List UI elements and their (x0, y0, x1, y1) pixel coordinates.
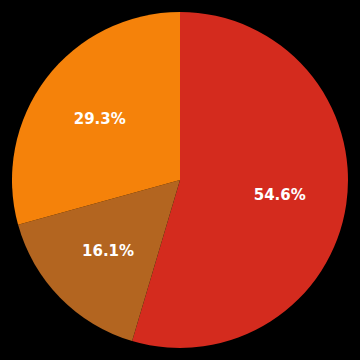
data-label: 29.3% (74, 110, 126, 128)
slices (12, 12, 348, 348)
pie-chart: 54.6% 16.1% 29.3% (0, 0, 360, 360)
labels: 54.6% 16.1% 29.3% (74, 110, 306, 260)
data-label: 16.1% (82, 242, 134, 260)
data-label: 54.6% (254, 186, 306, 204)
chart-container: 54.6% 16.1% 29.3% (0, 0, 360, 360)
pie-slice (12, 12, 180, 225)
background (0, 0, 360, 360)
